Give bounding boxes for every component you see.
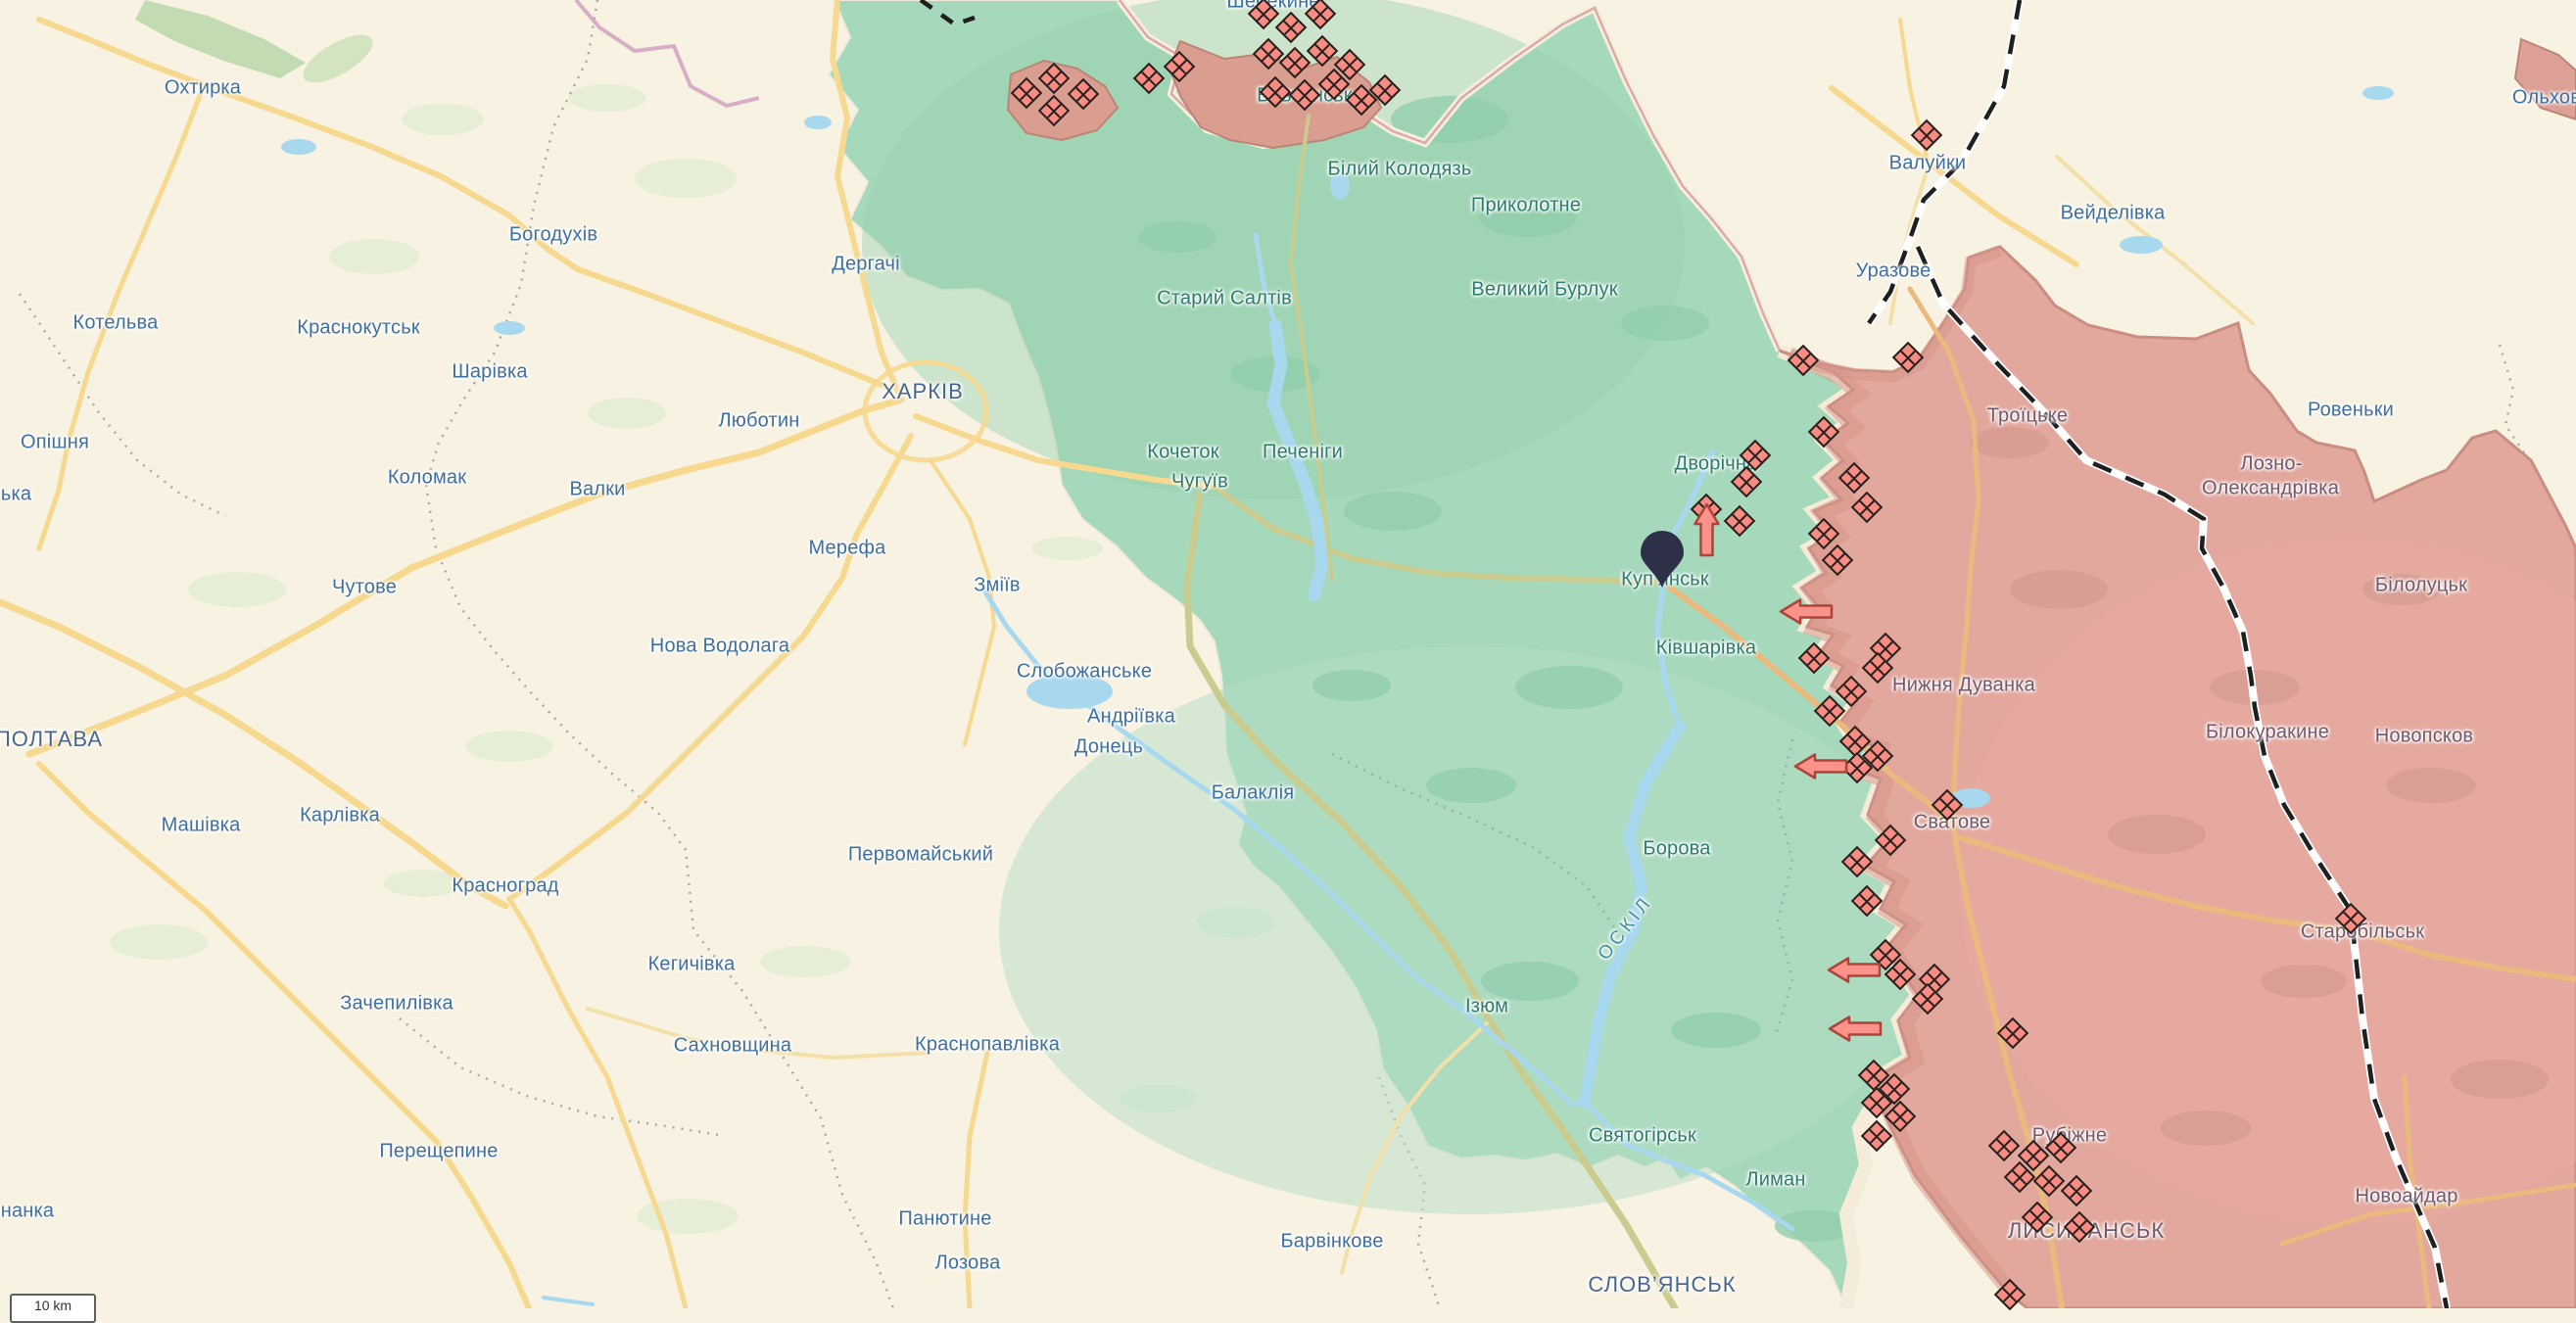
forest-patches-green (1138, 96, 1853, 1242)
green-shade-south (999, 646, 1939, 1214)
attack-arrow-icon[interactable] (1791, 752, 1848, 786)
railway (919, 0, 2451, 1308)
frontline-inner-band (1786, 347, 2020, 1300)
pocket-west (1006, 59, 1120, 142)
admin-borders-dotted (18, 0, 2531, 1308)
state-border-line (1119, 0, 1782, 352)
pin-shape (1641, 531, 1684, 588)
oblast-border-line (574, 0, 760, 109)
attack-arrow-icon[interactable] (1825, 956, 1882, 990)
attack-arrow-icon[interactable] (1688, 500, 1722, 557)
red-shade (1959, 539, 2576, 1224)
scale-bar-label: 10 km (33, 1298, 72, 1313)
red-north-edge-band (1787, 245, 2003, 383)
location-pin[interactable] (1633, 527, 1692, 590)
attack-arrow-icon[interactable] (1777, 597, 1834, 632)
forest-patches-red (1971, 427, 2549, 1146)
pocket-corner (2513, 37, 2576, 121)
scale-bar: 10 km (10, 1294, 96, 1323)
attack-arrow-icon[interactable] (1826, 1015, 1883, 1049)
raion-borders-green (1331, 738, 1794, 1039)
